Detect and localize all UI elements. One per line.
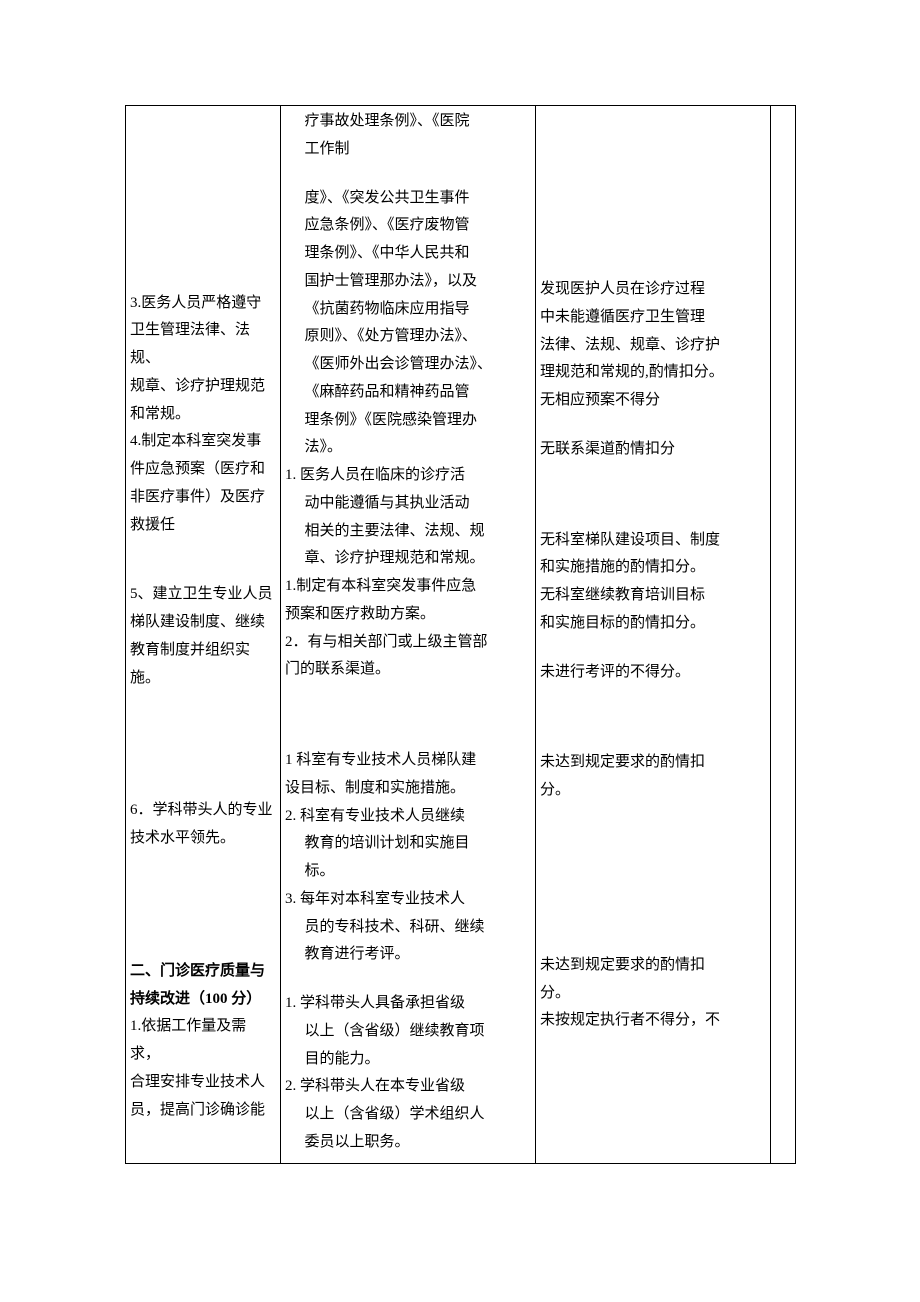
text: 门的联系渠道。 (285, 656, 531, 684)
text: 员的专科技术、科研、继续 (285, 914, 531, 942)
text: 分。 (540, 777, 766, 805)
text: 卫生管理法律、法规、 (130, 317, 276, 373)
text: 理条例》《医院感染管理办 (285, 407, 531, 435)
text: 理规范和常规的,酌情扣分。 (540, 359, 766, 387)
text: 发现医护人员在诊疗过程 (540, 276, 766, 304)
text: 2．有与相关部门或上级主管部 (285, 629, 531, 657)
text: 教育的培训计划和实施目 (285, 830, 531, 858)
text: 无相应预案不得分 (540, 387, 766, 415)
text: 未达到规定要求的酌情扣 (540, 952, 766, 980)
text: 法律、法规、规章、诊疗护 (540, 332, 766, 360)
text: 1.依据工作量及需求， (130, 1013, 276, 1069)
text: 3. 每年对本科室专业技术人 (285, 886, 531, 914)
text: 6．学科带头人的专业 (130, 797, 276, 825)
text: 未进行考评的不得分。 (540, 659, 766, 687)
text: 《麻醉药品和精神药品管 (285, 379, 531, 407)
text: 动中能遵循与其执业活动 (285, 490, 531, 518)
text: 和实施措施的酌情扣分。 (540, 554, 766, 582)
text: 规章、诊疗护理规范 (130, 373, 276, 401)
text: 合理安排专业技术人 (130, 1069, 276, 1097)
section-heading: 持续改进（100 分） (130, 986, 276, 1014)
text: 救援任 (130, 512, 276, 540)
evaluation-table: 3.医务人员严格遵守 卫生管理法律、法规、 规章、诊疗护理规范 和常规。 4.制… (125, 105, 796, 1164)
table-row: 3.医务人员严格遵守 卫生管理法律、法规、 规章、诊疗护理规范 和常规。 4.制… (126, 106, 796, 1164)
text: 中未能遵循医疗卫生管理 (540, 304, 766, 332)
text: 4.制定本科室突发事 (130, 428, 276, 456)
text: 技术水平领先。 (130, 825, 276, 853)
text: 无科室继续教育培训目标 (540, 582, 766, 610)
scoring-cell: 发现医护人员在诊疗过程 中未能遵循医疗卫生管理 法律、法规、规章、诊疗护 理规范… (536, 106, 771, 1164)
text: 非医疗事件）及医疗 (130, 484, 276, 512)
text: 法》。 (285, 434, 531, 462)
text: 应急条例》、《医疗废物管 (285, 212, 531, 240)
text: 无联系渠道酌情扣分 (540, 436, 766, 464)
standard-cell: 疗事故处理条例》、《医院 工作制 度》、《突发公共卫生事件 应急条例》、《医疗废… (281, 106, 536, 1164)
text: 梯队建设制度、继续 (130, 609, 276, 637)
text: 2. 科室有专业技术人员继续 (285, 803, 531, 831)
text: 5、建立卫生专业人员 (130, 581, 276, 609)
text: 未达到规定要求的酌情扣 (540, 749, 766, 777)
text: 《抗菌药物临床应用指导 (285, 296, 531, 324)
document-page: 3.医务人员严格遵守 卫生管理法律、法规、 规章、诊疗护理规范 和常规。 4.制… (125, 105, 795, 1164)
text: 相关的主要法律、法规、规 (285, 518, 531, 546)
text: 理条例》、《中华人民共和 (285, 240, 531, 268)
text: 预案和医疗救助方案。 (285, 601, 531, 629)
text: 以上（含省级）继续教育项 (285, 1018, 531, 1046)
text: 无科室梯队建设项目、制度 (540, 527, 766, 555)
text: 未按规定执行者不得分，不 (540, 1007, 766, 1035)
text: 3.医务人员严格遵守 (130, 290, 276, 318)
text: 1. 医务人员在临床的诊疗活 (285, 462, 531, 490)
text: 件应急预案（医疗和 (130, 456, 276, 484)
text: 委员以上职务。 (285, 1129, 531, 1157)
text: 《医师外出会诊管理办法》、 (285, 351, 531, 379)
empty-cell (771, 106, 796, 1164)
text: 分。 (540, 980, 766, 1008)
text: 度》、《突发公共卫生事件 (285, 185, 531, 213)
text: 工作制 (285, 136, 531, 164)
text: 原则》、《处方管理办法》、 (285, 323, 531, 351)
section-heading: 二、门诊医疗质量与 (130, 958, 276, 986)
text: 教育制度并组织实施。 (130, 637, 276, 693)
text: 设目标、制度和实施措施。 (285, 775, 531, 803)
text: 1.制定有本科室突发事件应急 (285, 573, 531, 601)
criteria-cell: 3.医务人员严格遵守 卫生管理法律、法规、 规章、诊疗护理规范 和常规。 4.制… (126, 106, 281, 1164)
text: 员，提高门诊确诊能 (130, 1097, 276, 1125)
text: 1. 学科带头人具备承担省级 (285, 990, 531, 1018)
text: 以上（含省级）学术组织人 (285, 1101, 531, 1129)
text: 疗事故处理条例》、《医院 (285, 108, 531, 136)
text: 2. 学科带头人在本专业省级 (285, 1073, 531, 1101)
text: 国护士管理那办法》，以及 (285, 268, 531, 296)
text: 章、诊疗护理规范和常规。 (285, 545, 531, 573)
text: 标。 (285, 858, 531, 886)
text: 目的能力。 (285, 1046, 531, 1074)
text: 和实施目标的酌情扣分。 (540, 610, 766, 638)
text: 教育进行考评。 (285, 941, 531, 969)
text: 1 科室有专业技术人员梯队建 (285, 747, 531, 775)
text: 和常规。 (130, 401, 276, 429)
